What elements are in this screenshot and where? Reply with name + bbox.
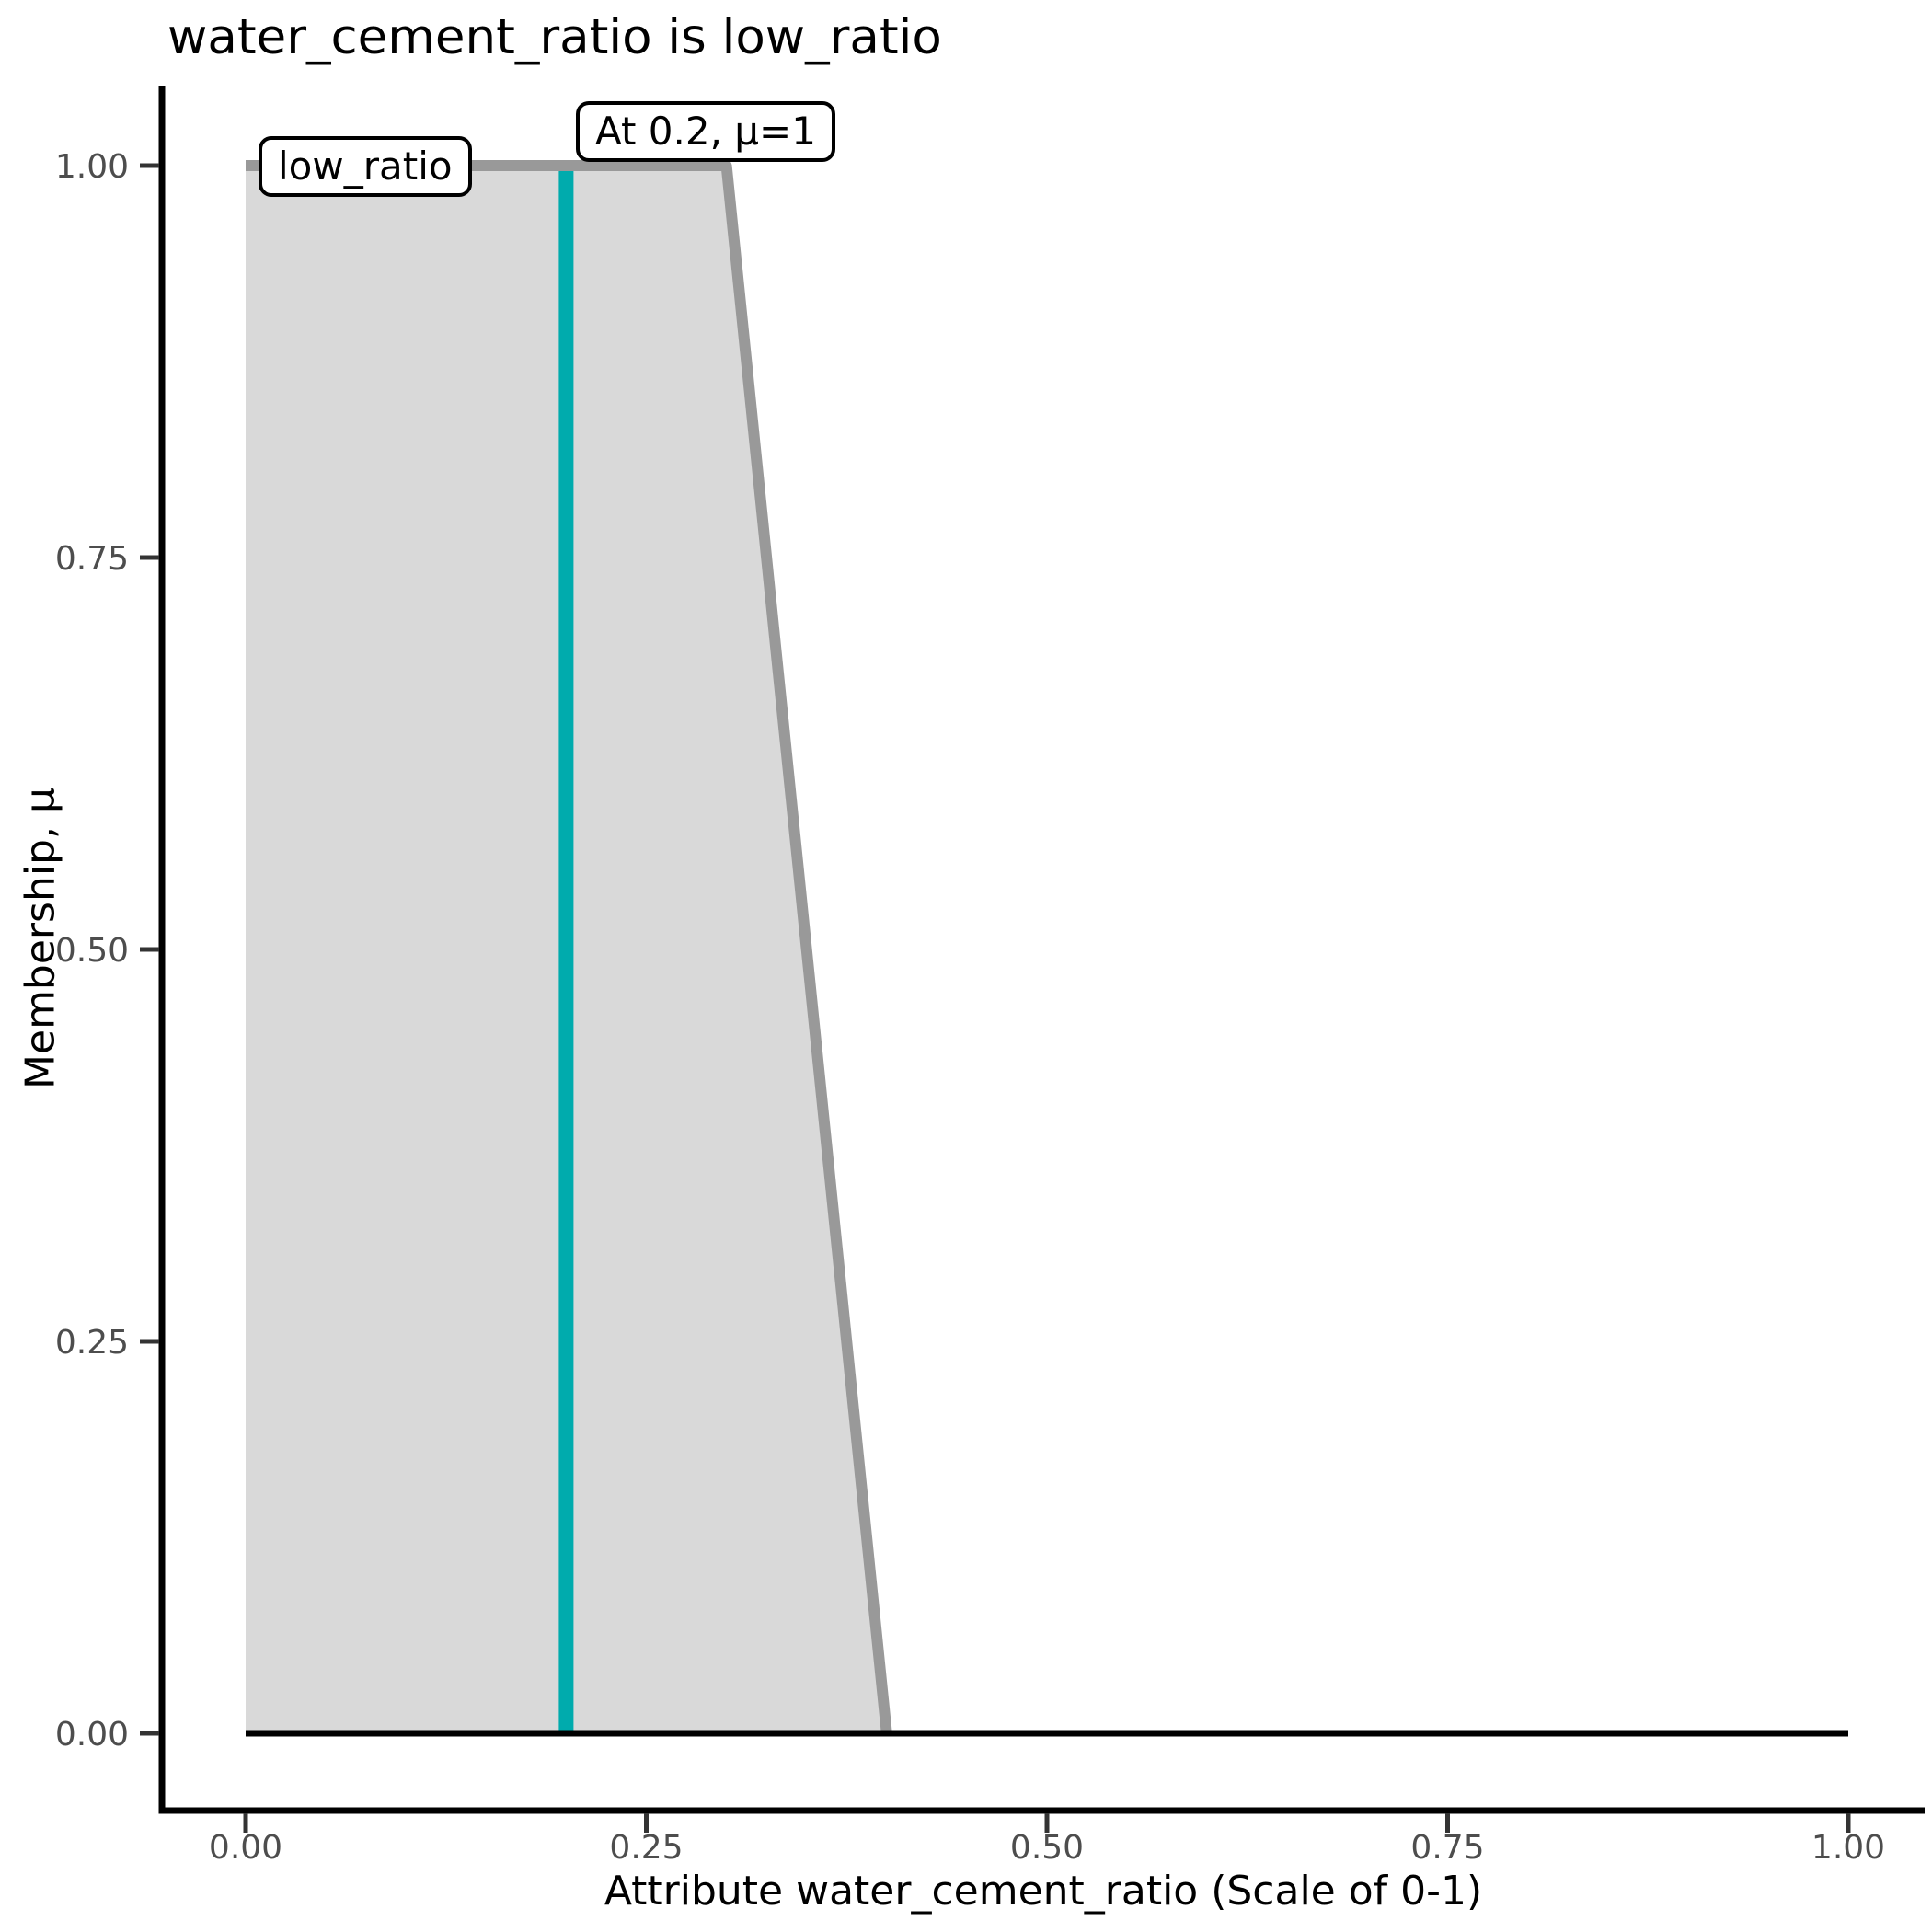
chart-title: water_cement_ratio is low_ratio: [167, 9, 942, 65]
x-tick-label: 0.00: [209, 1829, 282, 1867]
x-axis-ticks: 0.00 0.25 0.50 0.75 1.00: [209, 1813, 1885, 1867]
y-tick-label: 1.00: [55, 148, 129, 186]
x-tick-label: 1.00: [1811, 1829, 1885, 1867]
membership-area: [246, 166, 1848, 1733]
set-label-box: low_ratio: [259, 136, 472, 197]
y-tick-label: 0.50: [55, 932, 129, 970]
y-axis-ticks: 0.00 0.25 0.50 0.75 1.00: [55, 148, 159, 1754]
set-label-text: low_ratio: [278, 144, 453, 189]
highlight-label-box: At 0.2, μ=1: [576, 101, 835, 162]
y-tick-label: 0.00: [55, 1716, 129, 1754]
y-tick-label: 0.75: [55, 540, 129, 578]
y-tick-label: 0.25: [55, 1324, 129, 1362]
highlight-label-text: At 0.2, μ=1: [595, 109, 816, 154]
x-tick-label: 0.50: [1010, 1829, 1084, 1867]
x-tick-label: 0.25: [609, 1829, 683, 1867]
x-axis-title: Attribute water_cement_ratio (Scale of 0…: [604, 1868, 1483, 1915]
y-axis-title: Membership, μ: [17, 788, 64, 1089]
x-tick-label: 0.75: [1410, 1829, 1484, 1867]
